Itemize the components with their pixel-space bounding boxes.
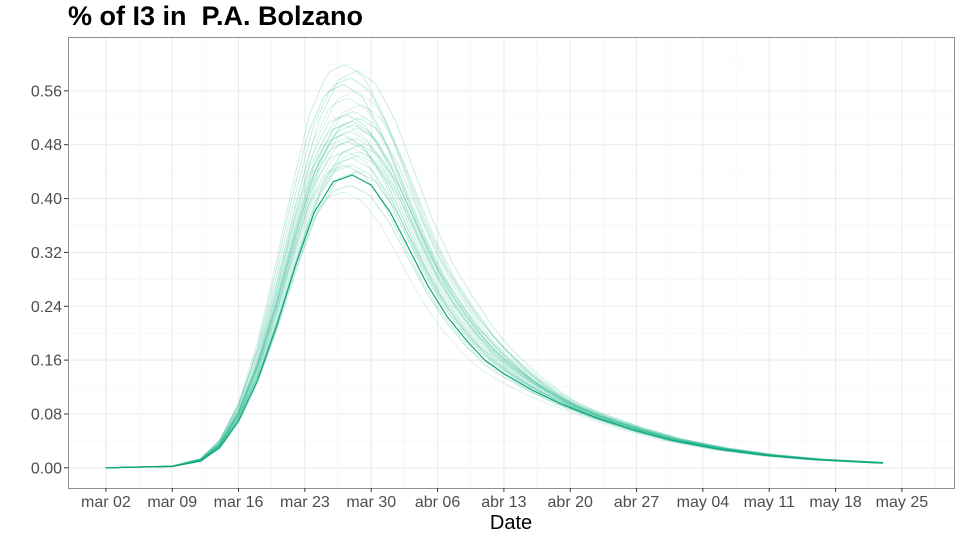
ensemble-line	[105, 164, 883, 469]
x-tick-label: abr 20	[548, 494, 593, 511]
ensemble-line	[105, 97, 883, 469]
x-tick-label: mar 23	[280, 494, 330, 511]
main-series	[105, 174, 883, 469]
ensemble-line	[105, 141, 883, 469]
ensemble-line	[105, 155, 883, 469]
ensemble-lines	[105, 64, 883, 469]
ensemble-line	[105, 185, 883, 469]
x-tick-label: may 11	[744, 494, 795, 511]
ensemble-line	[105, 151, 883, 469]
x-tick-label: abr 13	[481, 494, 526, 511]
chart-title: % of I3 in P.A. Bolzano	[68, 1, 364, 31]
y-tick-label: 0.00	[31, 460, 62, 477]
ensemble-line	[105, 124, 883, 469]
ensemble-line	[105, 78, 883, 469]
main-line	[105, 174, 883, 469]
x-tick-label: mar 09	[147, 494, 197, 511]
ensemble-line	[105, 64, 883, 469]
x-tick-label: may 25	[876, 494, 929, 511]
x-tick-label: mar 02	[81, 494, 131, 511]
y-tick-label: 0.32	[31, 245, 62, 262]
ensemble-line	[105, 84, 883, 469]
ensemble-line	[105, 127, 883, 469]
y-tick-label: 0.56	[31, 83, 62, 100]
ensemble-line	[105, 157, 883, 469]
plot-border	[68, 37, 955, 489]
ensemble-line	[105, 165, 883, 469]
ensemble-line	[105, 91, 883, 469]
x-tick-label: may 18	[809, 494, 862, 511]
ensemble-line	[105, 104, 883, 469]
y-tick-label: 0.16	[31, 353, 62, 370]
ensemble-line	[105, 137, 883, 469]
x-tick-label: may 04	[677, 494, 730, 511]
ensemble-line	[105, 148, 883, 469]
y-tick-label: 0.08	[31, 406, 62, 423]
ensemble-line	[105, 151, 883, 469]
ensemble-line	[105, 114, 883, 469]
y-tick-label: 0.40	[31, 191, 62, 208]
ensemble-line	[105, 120, 883, 469]
ensemble-line	[105, 131, 883, 469]
ensemble-line	[105, 171, 883, 469]
ensemble-line	[105, 125, 883, 469]
x-tick-label: mar 16	[214, 494, 264, 511]
y-tick-label: 0.48	[31, 137, 62, 154]
x-tick-label: abr 27	[614, 494, 659, 511]
ensemble-line	[105, 134, 883, 469]
grid	[68, 37, 954, 488]
x-tick-label: mar 30	[346, 494, 396, 511]
axes: 0.00 0.08 0.16 0.24 0.32 0.40 0.48 0.56 mar 02 ma…	[31, 83, 928, 511]
ensemble-line	[105, 144, 883, 469]
ensemble-line	[105, 118, 883, 469]
ensemble-line	[105, 70, 883, 469]
ensemble-line	[105, 111, 883, 469]
x-tick-label: abr 06	[415, 494, 460, 511]
ensemble-line	[105, 191, 883, 469]
ensemble-line	[105, 138, 883, 469]
x-axis-title: Date	[490, 512, 532, 534]
y-tick-label: 0.24	[31, 299, 62, 316]
